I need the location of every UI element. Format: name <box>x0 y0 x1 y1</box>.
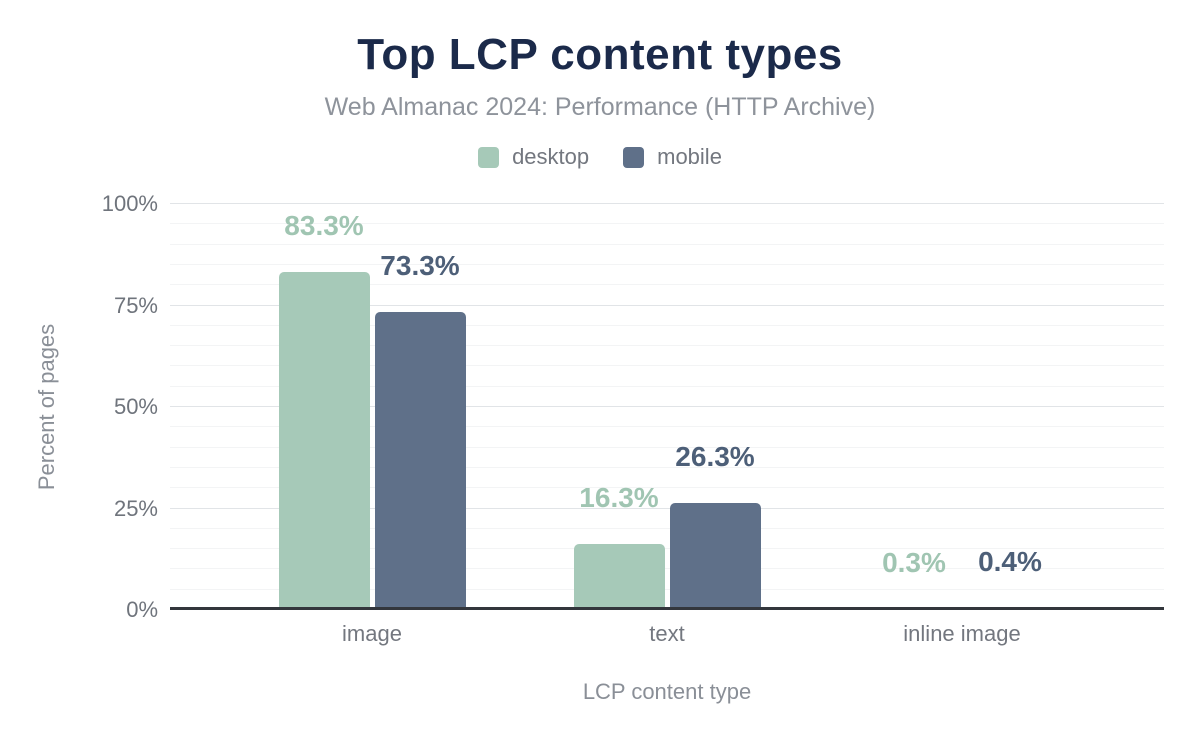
bar-group-inline-image: 0.3% 0.4% <box>868 204 1056 610</box>
gridline-minor-90 <box>170 243 1164 245</box>
bar-mobile-text[interactable] <box>669 503 761 610</box>
y-tick-100%: 100% <box>101 191 158 216</box>
x-axis-title: LCP content type <box>582 679 752 704</box>
x-tick-labels: image text inline image <box>170 621 1164 647</box>
y-tick-75%: 75% <box>113 292 158 318</box>
bar-mobile-image[interactable] <box>374 312 466 610</box>
legend-item-mobile[interactable]: mobile <box>623 144 722 170</box>
chart-subtitle: Web Almanac 2024: Performance (HTTP Arch… <box>324 93 876 121</box>
x-tick-image: image <box>342 621 402 646</box>
gridline-minor-40 <box>170 446 1164 448</box>
gridline-minor-15 <box>170 548 1164 550</box>
value-label-desktop-image: 83.3% <box>284 210 364 241</box>
bar-desktop-text[interactable] <box>573 544 665 610</box>
y-tick-0%: 0% <box>126 597 158 622</box>
x-tick-text: text <box>649 621 685 646</box>
gridline-minor-70 <box>170 324 1164 326</box>
plot-area: 83.3% 73.3% 16.3% 26.3% 0.3% 0.4% <box>170 203 1164 610</box>
gridline-minor-45 <box>170 426 1164 428</box>
gridline-minor-85 <box>170 263 1164 265</box>
y-tick-25%: 25% <box>113 495 158 521</box>
bar-groups: 83.3% 73.3% 16.3% 26.3% 0.3% 0.4% <box>170 204 1164 610</box>
bar-desktop-image[interactable] <box>278 272 370 610</box>
legend-swatch-desktop <box>478 146 500 168</box>
gridline-minor-10 <box>170 568 1164 570</box>
x-tick-inline-image: inline image <box>903 621 1021 646</box>
gridline-major-25 <box>170 507 1164 509</box>
legend-label-desktop: desktop <box>512 144 590 169</box>
value-label-mobile-inline-image: 0.4% <box>978 546 1042 577</box>
gridline-major-50 <box>170 406 1164 407</box>
value-label-desktop-text: 16.3% <box>579 482 659 513</box>
legend-swatch-mobile <box>623 146 645 168</box>
x-axis-line <box>170 607 1164 610</box>
legend-item-desktop[interactable]: desktop <box>478 144 589 170</box>
gridline-minor-60 <box>170 365 1164 367</box>
legend: desktop mobile <box>0 144 1200 170</box>
gridline-minor-5 <box>170 588 1164 590</box>
gridline-minor-55 <box>170 385 1164 387</box>
legend-label-mobile: mobile <box>657 144 722 169</box>
bar-group-text: 16.3% 26.3% <box>573 204 761 610</box>
value-label-mobile-text: 26.3% <box>675 441 755 472</box>
chart-title: Top LCP content types <box>357 30 843 79</box>
bar-group-image: 83.3% 73.3% <box>278 204 466 610</box>
gridline-minor-35 <box>170 466 1164 468</box>
gridline-minor-80 <box>170 284 1164 286</box>
value-label-mobile-image: 73.3% <box>380 250 460 281</box>
gridline-minor-95 <box>170 223 1164 225</box>
gridline-major-100 <box>170 203 1164 204</box>
y-tick-50%: 50% <box>113 394 158 419</box>
gridline-major-75 <box>170 304 1164 306</box>
gridline-minor-20 <box>170 527 1164 529</box>
gridline-minor-30 <box>170 487 1164 489</box>
value-label-desktop-inline-image: 0.3% <box>882 547 946 578</box>
gridline-minor-65 <box>170 345 1164 347</box>
